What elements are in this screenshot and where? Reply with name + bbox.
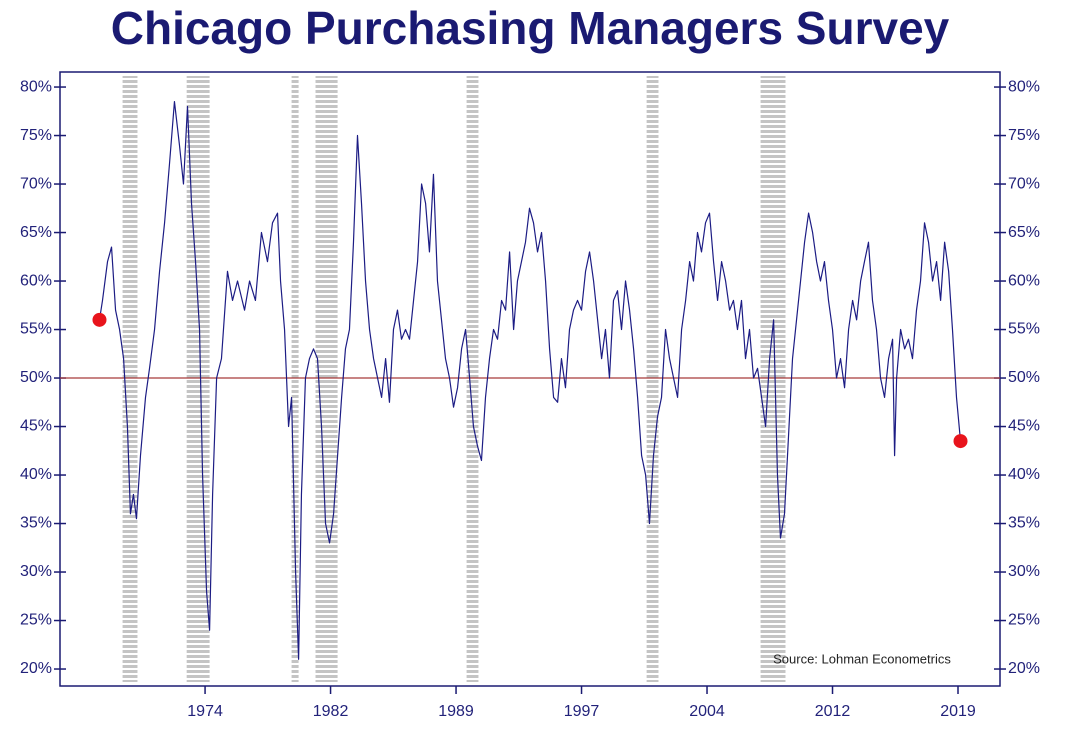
endpoint-marker	[92, 312, 107, 327]
y-tick-label: 75%	[20, 127, 52, 144]
y2-tick-label: 40%	[1008, 466, 1040, 483]
y2-tick-label: 80%	[1008, 78, 1040, 95]
x-tick-label: 1989	[438, 703, 474, 720]
source-annotation: Source: Lohman Econometrics	[773, 651, 951, 666]
y2-tick-label: 75%	[1008, 127, 1040, 144]
endpoint-marker	[953, 434, 968, 449]
y-tick-label: 25%	[20, 612, 52, 629]
x-tick-label: 1982	[313, 703, 349, 720]
recession-band	[186, 76, 210, 682]
y2-tick-label: 50%	[1008, 369, 1040, 386]
recession-band	[760, 76, 786, 682]
y2-tick-label: 55%	[1008, 321, 1040, 338]
y-tick-label: 30%	[20, 563, 52, 580]
plot-frame	[59, 71, 1001, 687]
x-tick-label: 2004	[689, 703, 725, 720]
y-tick-label: 45%	[20, 418, 52, 435]
y2-tick-label: 45%	[1008, 418, 1040, 435]
y-tick-label: 20%	[20, 660, 52, 677]
recession-band	[291, 76, 299, 682]
chart-title: Chicago Purchasing Managers Survey	[111, 2, 950, 54]
recession-band	[466, 76, 479, 682]
y2-tick-label: 35%	[1008, 515, 1040, 532]
y2-tick-label: 65%	[1008, 224, 1040, 241]
y-tick-label: 50%	[20, 369, 52, 386]
y-tick-label: 40%	[20, 466, 52, 483]
x-tick-label: 2012	[815, 703, 851, 720]
y-tick-label: 55%	[20, 321, 52, 338]
y-tick-label: 80%	[20, 78, 52, 95]
recession-band	[122, 76, 138, 682]
data-line	[98, 100, 962, 660]
y-tick-label: 65%	[20, 224, 52, 241]
y-tick-label: 70%	[20, 175, 52, 192]
x-tick-label: 2019	[940, 703, 976, 720]
y2-tick-label: 70%	[1008, 175, 1040, 192]
y-tick-label: 60%	[20, 272, 52, 289]
y2-tick-label: 60%	[1008, 272, 1040, 289]
recession-band	[646, 76, 659, 682]
x-tick-label: 1997	[564, 703, 600, 720]
y-tick-label: 35%	[20, 515, 52, 532]
y2-tick-label: 30%	[1008, 563, 1040, 580]
y2-tick-label: 20%	[1008, 660, 1040, 677]
y2-tick-label: 25%	[1008, 612, 1040, 629]
x-tick-label: 1974	[187, 703, 223, 720]
recession-band	[315, 76, 338, 682]
